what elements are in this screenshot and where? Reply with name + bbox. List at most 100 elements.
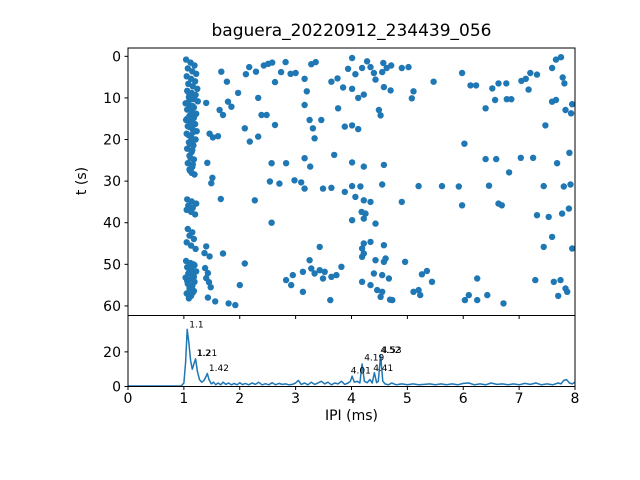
scatter-point [204, 159, 211, 166]
scatter-point [318, 116, 325, 124]
scatter-point [569, 245, 576, 252]
scatter-point [430, 78, 437, 85]
scatter-point [190, 128, 197, 136]
scatter-point [266, 178, 274, 185]
scatter-point [493, 155, 500, 163]
scatter-point [491, 96, 499, 104]
scatter-point [553, 160, 561, 167]
scatter-point [377, 293, 384, 300]
scatter-point [489, 85, 496, 92]
scatter-point [185, 291, 192, 298]
scatter-point [190, 261, 197, 268]
scatter-point [410, 288, 417, 295]
scatter-point [255, 94, 262, 102]
scatter-point [228, 103, 235, 110]
scatter-point [401, 258, 409, 265]
scatter-point [339, 84, 347, 91]
scatter-point [474, 296, 481, 304]
scatter-point [218, 68, 225, 75]
scatter-point [370, 69, 378, 77]
x-tick-label: 6 [459, 391, 468, 407]
scatter-point [564, 288, 571, 295]
scatter-point [380, 161, 388, 169]
scatter-point [207, 284, 214, 291]
scatter-point [529, 154, 537, 161]
scatter-point [190, 235, 198, 243]
scatter-point [263, 111, 270, 119]
figure-title: baguera_20220912_234439_056 [211, 21, 492, 41]
scatter-point [380, 59, 387, 67]
scatter-point [223, 78, 231, 85]
scatter-point [348, 159, 356, 166]
scatter-point [352, 71, 359, 78]
scatter-point [299, 268, 307, 275]
scatter-point [561, 80, 568, 87]
scatter-point [291, 177, 298, 184]
distribution-polyline [128, 328, 576, 387]
scatter-point [367, 63, 374, 71]
scatter-point [191, 78, 199, 85]
scatter-point [186, 123, 193, 131]
scatter-point [187, 107, 194, 114]
y-tick-label: 50 [103, 257, 121, 273]
scatter-point [276, 180, 283, 187]
scatter-point [201, 264, 209, 272]
peak-annotations: 1.1 1.21.21 1.42 4.01 4.194.41 4.524.53 [189, 321, 401, 377]
scatter-point [567, 181, 574, 188]
scatter-point [360, 197, 367, 204]
x-tick-label: 2 [235, 391, 244, 407]
y-tick-label: 0 [112, 49, 121, 65]
scatter-point [236, 281, 243, 289]
scatter-point [205, 279, 213, 286]
scatter-point [415, 286, 422, 294]
scatter-point [348, 122, 356, 129]
scatter-point [289, 271, 296, 279]
scatter-point [192, 245, 199, 253]
scatter-point [348, 217, 356, 224]
scatter-point [311, 270, 318, 277]
scatter-point [334, 75, 341, 82]
peak-label: 1.42 [209, 364, 229, 374]
scatter-point [241, 125, 248, 132]
scatter-point [540, 182, 547, 190]
scatter-point [189, 161, 196, 168]
scatter-point [282, 276, 290, 284]
scatter-point [474, 275, 481, 282]
scatter-point [216, 106, 223, 114]
x-tick-label: 7 [515, 391, 524, 407]
scatter-point [282, 58, 289, 66]
scatter-point [246, 63, 253, 71]
scatter-point [398, 198, 405, 206]
scatter-point [214, 133, 222, 140]
scatter-point [505, 169, 513, 176]
scatter-point [319, 275, 327, 282]
y-tick-label: 20 [103, 133, 121, 149]
scatter-point [187, 155, 194, 162]
scatter-point [268, 219, 275, 226]
scatter-point [465, 291, 472, 299]
scatter-point [428, 278, 436, 285]
scatter-point [415, 182, 422, 190]
scatter-point [458, 202, 466, 209]
scatter-point [367, 238, 374, 246]
scatter-point [201, 249, 208, 257]
scatter-point [557, 276, 564, 284]
scatter-point [372, 76, 379, 83]
scatter-point [360, 91, 367, 98]
scatter-point [311, 135, 318, 142]
scatter-point [360, 163, 367, 170]
scatter-point [503, 96, 510, 103]
scatter-point [307, 163, 314, 170]
scatter-point [560, 183, 567, 190]
scatter-point [461, 296, 469, 304]
scatter-point [548, 233, 556, 241]
scatter-point [269, 59, 276, 66]
x-axis-ticks: 0 1 2 3 4 5 6 7 8 [124, 315, 579, 407]
scatter-point [331, 151, 338, 159]
scatter-point [306, 257, 313, 264]
scatter-point [242, 71, 250, 78]
scatter-point [533, 212, 541, 219]
scatter-point [271, 78, 279, 86]
scatter-point [301, 155, 308, 162]
